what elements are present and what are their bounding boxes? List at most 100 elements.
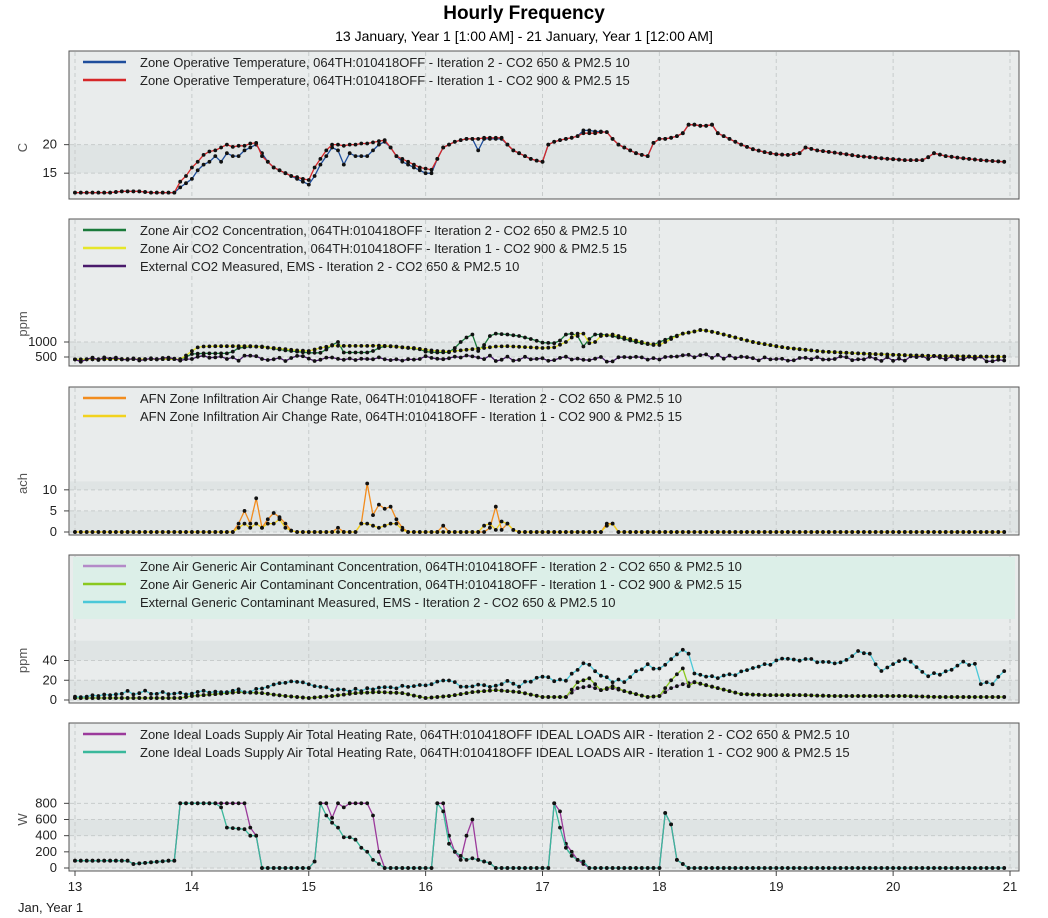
data-point: [680, 530, 685, 534]
data-point: [593, 340, 597, 344]
data-point: [341, 357, 346, 362]
data-point: [879, 352, 884, 357]
data-point: [575, 356, 580, 361]
data-point: [435, 349, 440, 353]
data-point: [996, 695, 1001, 699]
data-point: [488, 525, 492, 530]
data-point: [318, 162, 323, 167]
data-point: [552, 530, 557, 534]
data-point: [488, 135, 492, 140]
data-point: [961, 659, 966, 664]
data-point: [230, 154, 235, 159]
data-point: [236, 525, 241, 530]
legend-entry: External Generic Contaminant Measured, E…: [140, 595, 615, 610]
data-point: [458, 530, 463, 534]
data-point: [739, 866, 744, 870]
data-point: [306, 530, 311, 534]
data-point: [675, 530, 679, 534]
data-point: [365, 686, 370, 691]
data-point: [897, 353, 901, 357]
data-point: [271, 692, 276, 697]
data-point: [949, 354, 954, 359]
series-line: [75, 123, 1005, 194]
data-point: [604, 675, 609, 680]
data-point: [680, 131, 685, 136]
data-point: [172, 858, 177, 863]
data-point: [441, 678, 446, 683]
data-point: [125, 858, 130, 863]
data-point: [412, 165, 416, 170]
data-point: [774, 693, 779, 697]
data-point: [867, 866, 872, 870]
data-point: [973, 661, 977, 666]
data-point: [412, 684, 416, 688]
data-point: [236, 358, 241, 363]
data-point: [926, 530, 931, 534]
data-point: [873, 694, 878, 698]
data-point: [786, 530, 790, 534]
data-point: [160, 696, 165, 700]
data-point: [412, 866, 416, 870]
data-point: [330, 694, 334, 698]
legend-entry: Zone Ideal Loads Supply Air Total Heatin…: [140, 745, 850, 760]
data-point: [464, 858, 469, 862]
data-point: [289, 347, 294, 352]
data-point: [447, 356, 451, 361]
data-point: [657, 530, 662, 534]
data-point: [540, 530, 545, 534]
data-point: [201, 693, 206, 697]
data-point: [721, 687, 726, 692]
data-point: [160, 530, 165, 534]
data-point: [213, 689, 218, 694]
data-point: [990, 530, 995, 534]
data-point: [458, 348, 463, 353]
data-point: [920, 670, 925, 674]
data-point: [914, 158, 919, 163]
data-point: [470, 354, 475, 359]
data-point: [628, 690, 633, 695]
data-point: [517, 530, 521, 534]
data-point: [406, 357, 410, 362]
data-point: [511, 528, 516, 532]
data-point: [336, 687, 340, 692]
data-point: [990, 359, 995, 364]
data-point: [341, 143, 346, 148]
data-point: [803, 530, 808, 534]
data-point: [493, 135, 498, 140]
data-point: [406, 866, 410, 870]
x-tick-label: 15: [302, 879, 316, 894]
data-point: [856, 530, 860, 534]
data-point: [470, 530, 475, 534]
data-point: [628, 337, 633, 341]
data-point: [154, 357, 159, 362]
data-point: [774, 658, 779, 663]
data-point: [517, 690, 521, 694]
data-point: [201, 530, 206, 534]
series-3: [73, 352, 1007, 364]
data-point: [353, 344, 358, 348]
data-point: [84, 357, 89, 362]
data-point: [786, 153, 790, 157]
data-point: [476, 148, 481, 153]
data-point: [932, 866, 936, 870]
data-point: [225, 351, 229, 356]
data-point: [523, 866, 527, 870]
data-point: [528, 357, 533, 362]
data-point: [920, 866, 925, 870]
data-point: [417, 357, 422, 361]
y-tick-label: 15: [43, 165, 57, 180]
data-point: [312, 859, 317, 864]
data-point: [371, 140, 375, 145]
data-point: [604, 686, 609, 690]
y-tick-label: 10: [43, 482, 57, 497]
data-point: [657, 866, 662, 870]
data-point: [669, 657, 673, 662]
data-point: [727, 530, 732, 534]
data-point: [429, 171, 434, 176]
data-point: [745, 866, 749, 870]
data-point: [891, 157, 895, 162]
data-point: [564, 845, 568, 850]
data-point: [78, 858, 83, 863]
data-point: [786, 866, 790, 870]
data-point: [832, 350, 837, 355]
